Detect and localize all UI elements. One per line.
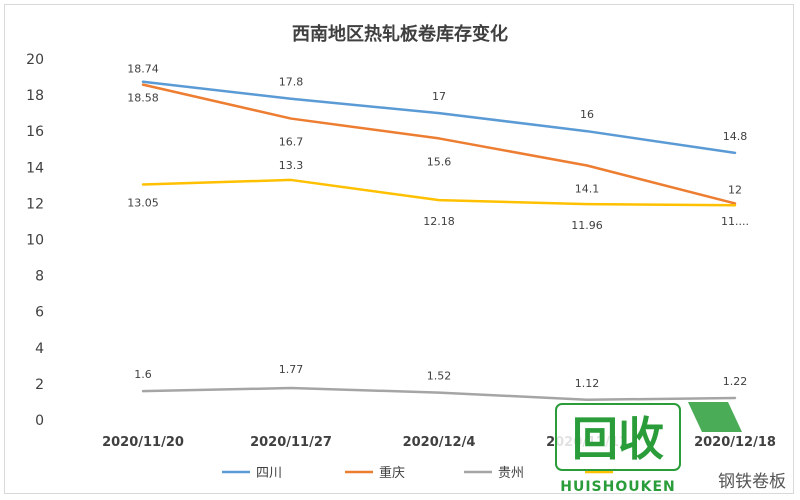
- legend-label: 贵州: [498, 466, 524, 481]
- chart-title: 西南地区热轧板卷库存变化: [292, 23, 508, 45]
- data-label: 16.7: [279, 136, 304, 149]
- watermark-cn-text: 钢铁卷板: [718, 472, 786, 492]
- data-label: 13.05: [127, 196, 159, 209]
- x-tick-label: 2020/11/27: [250, 435, 332, 450]
- x-tick-label: 2020/12/4: [403, 435, 476, 450]
- data-label: 13.3: [279, 159, 304, 172]
- data-labels: 18.74 17.8 17 16 14.8 18.58 16.7 15.6 14.1 12 1.6 1…: [127, 63, 749, 390]
- y-tick-label: 10: [26, 233, 44, 249]
- legend: 四川 重庆 贵州: [222, 465, 613, 481]
- legend-label: 重庆: [379, 465, 405, 481]
- data-label: 1.12: [575, 377, 600, 390]
- y-tick-label: 8: [35, 269, 44, 285]
- data-label: 11....: [721, 215, 749, 228]
- x-tick-label: 2020/12/18: [694, 435, 776, 450]
- data-label: 1.6: [134, 368, 152, 381]
- y-tick-label: 12: [26, 196, 44, 212]
- data-label: 12.18: [423, 215, 455, 228]
- x-tick-label: 2020/11/20: [102, 435, 184, 450]
- data-label: 18.74: [127, 63, 159, 76]
- watermark-badge: [555, 403, 681, 471]
- data-label: 1.52: [427, 370, 452, 383]
- watermark-main-text: 回收: [572, 412, 664, 466]
- data-label: 16: [580, 108, 594, 121]
- series-line-2: [141, 386, 737, 402]
- y-tick-label: 20: [26, 52, 44, 68]
- data-label: 11.96: [571, 219, 603, 232]
- watermark: 回收 HUISHOUKEN 钢铁卷板: [555, 402, 786, 495]
- watermark-sub-text: HUISHOUKEN: [560, 479, 676, 495]
- y-tick-label: 2: [35, 377, 44, 393]
- y-axis: 0 2 4 6 8 10 12 14 16 18 20: [26, 52, 44, 429]
- data-label: 15.6: [427, 155, 452, 168]
- series-line-1: [141, 83, 737, 205]
- y-tick-label: 16: [26, 124, 44, 140]
- data-label: 12: [728, 183, 742, 196]
- data-label: 1.22: [723, 375, 748, 388]
- data-label: 1.77: [279, 363, 304, 376]
- y-tick-label: 4: [35, 341, 44, 357]
- data-label: 14.1: [575, 182, 600, 195]
- series-line-3: [141, 178, 737, 207]
- series-line-0: [141, 80, 737, 155]
- data-label: 17.8: [279, 76, 304, 89]
- y-tick-label: 6: [35, 305, 44, 321]
- y-tick-label: 0: [35, 413, 44, 429]
- y-tick-label: 18: [26, 88, 44, 104]
- series-group: [141, 80, 737, 402]
- legend-label: 四川: [256, 466, 282, 481]
- y-tick-label: 14: [26, 160, 44, 176]
- data-label: 17: [432, 90, 446, 103]
- watermark-arrow-icon: [688, 402, 742, 432]
- data-label: 18.58: [127, 92, 159, 105]
- data-label: 14.8: [723, 130, 748, 143]
